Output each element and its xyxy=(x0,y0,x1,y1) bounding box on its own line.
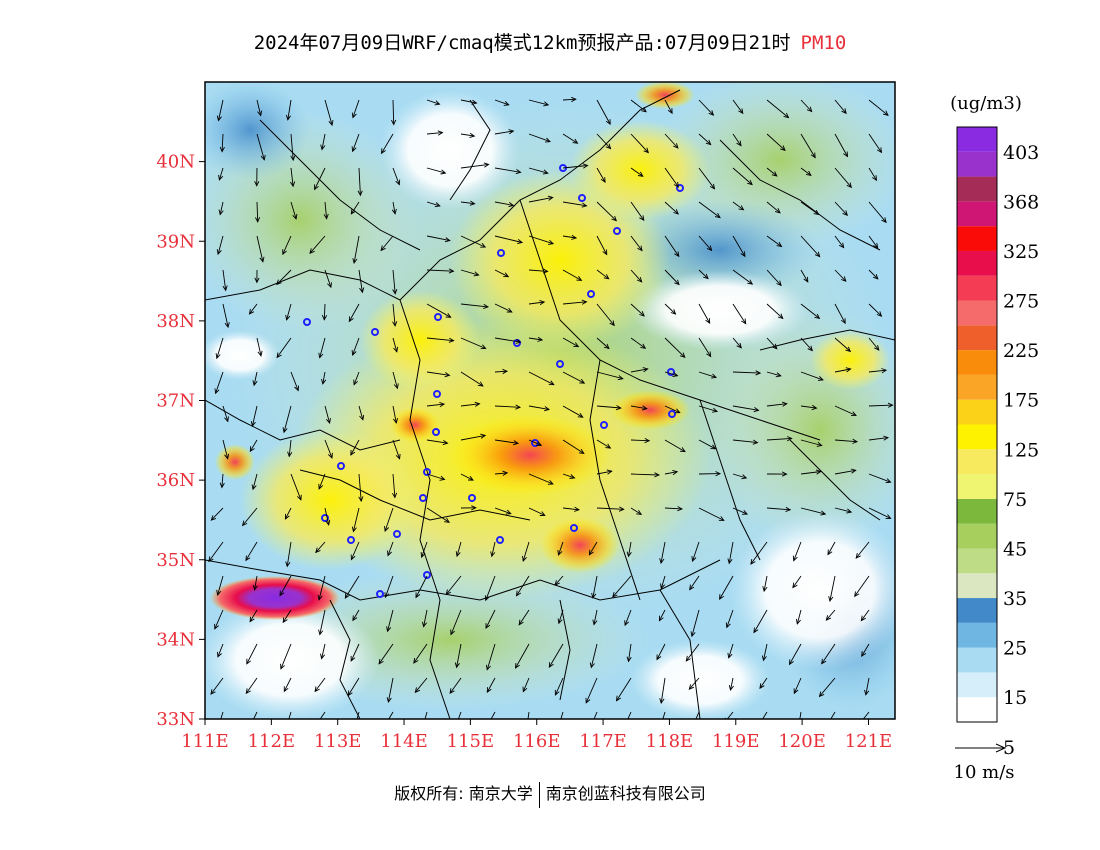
colorbar-swatch xyxy=(957,697,997,722)
colorbar-tick-label: 368 xyxy=(1003,191,1039,213)
colorbar-tick-label: 75 xyxy=(1003,489,1027,511)
colorbar-swatch xyxy=(957,573,997,599)
colorbar-swatch xyxy=(957,647,997,673)
colorbar-tick-label: 35 xyxy=(1003,588,1027,610)
colorbar-tick-label: 25 xyxy=(1003,638,1027,660)
colorbar-swatch xyxy=(957,300,997,326)
lon-tick-label: 114E xyxy=(380,731,428,752)
colorbar-tick-label: 125 xyxy=(1003,439,1039,461)
lon-tick-label: 121E xyxy=(845,731,893,752)
longitude-axis: 111E 112E 113E 114E 115E 116E 117E 118E 119E 120E… xyxy=(181,719,892,752)
colorbar-swatch xyxy=(957,399,997,425)
title-text: 2024年07月09日WRF/cmaq模式12km预报产品:07月09日21时 xyxy=(253,32,791,54)
colorbar-swatch xyxy=(957,201,997,227)
wind-vectors xyxy=(208,96,894,719)
colorbar-tick-label: 325 xyxy=(1003,241,1039,263)
variable-name: PM10 xyxy=(800,32,847,54)
colorbar-labels: 403 368 325 275 225 175 125 75 45 35 25 15 5 xyxy=(1003,142,1039,759)
colorbar-swatch xyxy=(957,127,997,152)
lat-tick-label: 37N xyxy=(156,391,195,412)
colorbar-swatch xyxy=(957,498,997,524)
colorbar-swatch xyxy=(957,622,997,648)
colorbar-swatch xyxy=(957,449,997,475)
colorbar-swatch xyxy=(957,474,997,499)
copyright-left: 版权所有: 南京大学 xyxy=(394,784,533,803)
colorbar-swatch xyxy=(957,548,997,574)
colorbar-swatch xyxy=(957,424,997,450)
pm10-field xyxy=(205,82,895,719)
lon-tick-label: 113E xyxy=(314,731,362,752)
lat-tick-label: 40N xyxy=(156,152,195,173)
lon-tick-label: 119E xyxy=(712,731,760,752)
lat-tick-label: 39N xyxy=(156,231,195,252)
lat-tick-label: 36N xyxy=(156,470,195,491)
colorbar-tick-label: 403 xyxy=(1003,142,1039,164)
colorbar-swatch xyxy=(957,325,997,351)
colorbar-swatch xyxy=(957,523,997,549)
colorbar-swatch xyxy=(957,275,997,301)
copyright-footer: 版权所有: 南京大学 南京创蓝科技有限公司 xyxy=(0,780,1100,808)
lon-tick-label: 115E xyxy=(447,731,495,752)
lon-tick-label: 118E xyxy=(646,731,694,752)
colorbar-unit: (ug/m3) xyxy=(950,93,1022,114)
colorbar-swatch xyxy=(957,598,997,623)
colorbar-swatch xyxy=(957,672,997,698)
copyright-right: 南京创蓝科技有限公司 xyxy=(545,784,706,803)
lon-tick-label: 116E xyxy=(513,731,561,752)
lon-tick-label: 120E xyxy=(778,731,826,752)
wind-legend-label: 10 m/s xyxy=(954,762,1015,783)
colorbar-tick-label: 275 xyxy=(1003,291,1039,313)
lon-tick-label: 112E xyxy=(248,731,296,752)
colorbar-swatch xyxy=(957,250,997,276)
colorbar-tick-label: 5 xyxy=(1003,737,1015,759)
lat-tick-label: 34N xyxy=(156,629,195,650)
colorbar xyxy=(956,126,998,723)
lat-tick-label: 38N xyxy=(156,311,195,332)
colorbar-tick-label: 45 xyxy=(1003,538,1027,560)
chart-title: 2024年07月09日WRF/cmaq模式12km预报产品:07月09日21时 P… xyxy=(0,28,1100,55)
latitude-axis: 40N 39N 38N 37N 36N 35N 34N 33N xyxy=(156,152,205,730)
lat-tick-label: 35N xyxy=(156,550,195,571)
colorbar-swatch xyxy=(957,374,997,400)
colorbar-swatch xyxy=(957,176,997,202)
colorbar-tick-label: 225 xyxy=(1003,340,1039,362)
lon-tick-label: 117E xyxy=(579,731,627,752)
footer-separator xyxy=(538,781,540,808)
colorbar-tick-label: 15 xyxy=(1003,687,1027,709)
lat-tick-label: 33N xyxy=(156,709,195,730)
lon-tick-label: 111E xyxy=(181,731,229,752)
wind-legend: 10 m/s xyxy=(954,743,1015,783)
colorbar-swatch xyxy=(957,226,997,251)
colorbar-swatch xyxy=(957,151,997,177)
colorbar-swatch xyxy=(957,350,997,375)
colorbar-tick-label: 175 xyxy=(1003,390,1039,412)
